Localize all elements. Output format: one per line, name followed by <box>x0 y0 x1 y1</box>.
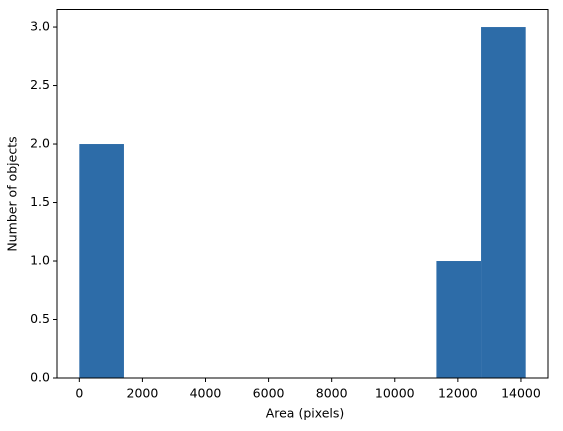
y-tick-label: 2.0 <box>30 136 50 151</box>
plot-frame <box>56 9 549 379</box>
x-tick-label: 0 <box>75 386 83 401</box>
y-tick-label: 2.5 <box>30 77 50 92</box>
y-tick-label: 0.0 <box>30 370 50 385</box>
bar <box>79 144 124 378</box>
x-tick-label: 6000 <box>253 386 285 401</box>
x-tick-label: 8000 <box>316 386 348 401</box>
x-tick-label: 10000 <box>375 386 415 401</box>
y-tick-label: 1.0 <box>30 253 50 268</box>
bar <box>481 27 526 379</box>
y-tick-label: 0.5 <box>30 311 50 326</box>
x-axis-label: Area (pixels) <box>266 406 345 421</box>
x-tick-label: 2000 <box>127 386 159 401</box>
x-tick-label: 4000 <box>190 386 222 401</box>
x-tick-label: 14000 <box>501 386 541 401</box>
y-axis-label: Number of objects <box>5 136 20 251</box>
x-tick-label: 12000 <box>438 386 478 401</box>
bar <box>436 261 482 378</box>
y-tick-label: 3.0 <box>30 19 50 34</box>
y-tick-label: 1.5 <box>30 194 50 209</box>
